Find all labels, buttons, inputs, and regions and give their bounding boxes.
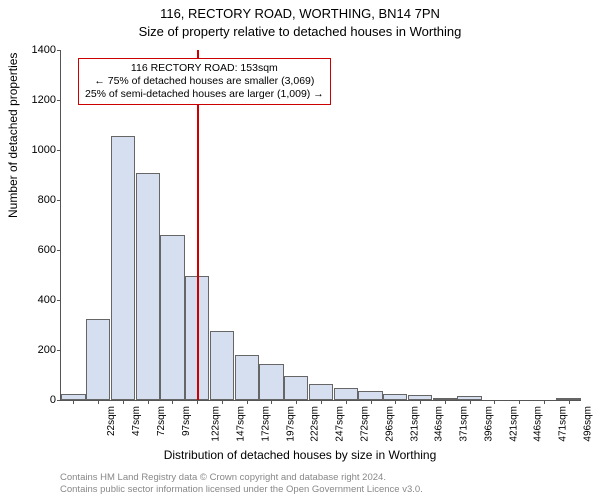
y-tick-mark bbox=[57, 300, 61, 301]
x-tick-label: 147sqm bbox=[236, 406, 247, 442]
x-tick-label: 421sqm bbox=[508, 406, 519, 442]
x-tick-mark bbox=[73, 400, 74, 404]
x-tick-mark bbox=[420, 400, 421, 404]
x-tick-label: 396sqm bbox=[483, 406, 494, 442]
annotation-line: 25% of semi-detached houses are larger (… bbox=[85, 88, 324, 101]
x-tick-label: 321sqm bbox=[409, 406, 420, 442]
x-tick-mark bbox=[222, 400, 223, 404]
footer-line: Contains HM Land Registry data © Crown c… bbox=[60, 472, 423, 484]
x-tick-mark bbox=[321, 400, 322, 404]
y-tick-label: 1400 bbox=[16, 44, 56, 56]
x-tick-label: 22sqm bbox=[106, 406, 117, 436]
histogram-bar bbox=[309, 384, 333, 400]
histogram-bar bbox=[210, 331, 234, 400]
y-tick-label: 1200 bbox=[16, 94, 56, 106]
y-tick-label: 0 bbox=[16, 394, 56, 406]
y-tick-label: 600 bbox=[16, 244, 56, 256]
x-tick-mark bbox=[519, 400, 520, 404]
y-tick-label: 800 bbox=[16, 194, 56, 206]
x-tick-mark bbox=[371, 400, 372, 404]
y-tick-mark bbox=[57, 250, 61, 251]
y-tick-mark bbox=[57, 100, 61, 101]
x-tick-mark bbox=[445, 400, 446, 404]
x-tick-mark bbox=[148, 400, 149, 404]
y-tick-mark bbox=[57, 200, 61, 201]
x-tick-mark bbox=[98, 400, 99, 404]
y-tick-label: 1000 bbox=[16, 144, 56, 156]
x-tick-label: 247sqm bbox=[335, 406, 346, 442]
x-tick-label: 446sqm bbox=[533, 406, 544, 442]
x-tick-label: 122sqm bbox=[211, 406, 222, 442]
annotation-line: 116 RECTORY ROAD: 153sqm bbox=[85, 62, 324, 75]
y-tick-mark bbox=[57, 350, 61, 351]
footer-attribution: Contains HM Land Registry data © Crown c… bbox=[60, 472, 423, 496]
x-tick-label: 197sqm bbox=[285, 406, 296, 442]
x-tick-mark bbox=[123, 400, 124, 404]
x-tick-label: 72sqm bbox=[156, 406, 167, 436]
histogram-bar bbox=[358, 391, 382, 400]
x-tick-label: 97sqm bbox=[181, 406, 192, 436]
x-tick-label: 346sqm bbox=[434, 406, 445, 442]
title-subtitle: Size of property relative to detached ho… bbox=[0, 24, 600, 39]
x-axis-label: Distribution of detached houses by size … bbox=[0, 448, 600, 462]
x-tick-mark bbox=[569, 400, 570, 404]
histogram-bar bbox=[334, 388, 358, 401]
x-tick-label: 496sqm bbox=[582, 406, 593, 442]
y-tick-label: 400 bbox=[16, 294, 56, 306]
histogram-bar bbox=[235, 355, 259, 400]
y-tick-label: 200 bbox=[16, 344, 56, 356]
x-tick-label: 222sqm bbox=[310, 406, 321, 442]
histogram-bar bbox=[259, 364, 283, 400]
histogram-bar bbox=[136, 173, 160, 401]
x-tick-label: 272sqm bbox=[360, 406, 371, 442]
x-tick-label: 47sqm bbox=[131, 406, 142, 436]
marker-annotation-box: 116 RECTORY ROAD: 153sqm ← 75% of detach… bbox=[78, 58, 331, 105]
x-tick-label: 172sqm bbox=[261, 406, 272, 442]
x-tick-mark bbox=[346, 400, 347, 404]
x-tick-mark bbox=[494, 400, 495, 404]
histogram-bar bbox=[86, 319, 110, 400]
title-address: 116, RECTORY ROAD, WORTHING, BN14 7PN bbox=[0, 6, 600, 21]
x-tick-mark bbox=[395, 400, 396, 404]
y-tick-mark bbox=[57, 50, 61, 51]
histogram-bar bbox=[160, 235, 184, 400]
x-tick-mark bbox=[470, 400, 471, 404]
x-tick-label: 296sqm bbox=[384, 406, 395, 442]
x-tick-mark bbox=[247, 400, 248, 404]
histogram-bar bbox=[111, 136, 135, 400]
x-tick-mark bbox=[271, 400, 272, 404]
footer-line: Contains public sector information licen… bbox=[60, 484, 423, 496]
x-tick-label: 371sqm bbox=[459, 406, 470, 442]
x-tick-mark bbox=[544, 400, 545, 404]
y-tick-mark bbox=[57, 400, 61, 401]
x-tick-label: 471sqm bbox=[558, 406, 569, 442]
histogram-bar bbox=[284, 376, 308, 400]
x-tick-mark bbox=[172, 400, 173, 404]
x-tick-mark bbox=[197, 400, 198, 404]
y-tick-mark bbox=[57, 150, 61, 151]
x-tick-mark bbox=[296, 400, 297, 404]
annotation-line: ← 75% of detached houses are smaller (3,… bbox=[85, 75, 324, 88]
